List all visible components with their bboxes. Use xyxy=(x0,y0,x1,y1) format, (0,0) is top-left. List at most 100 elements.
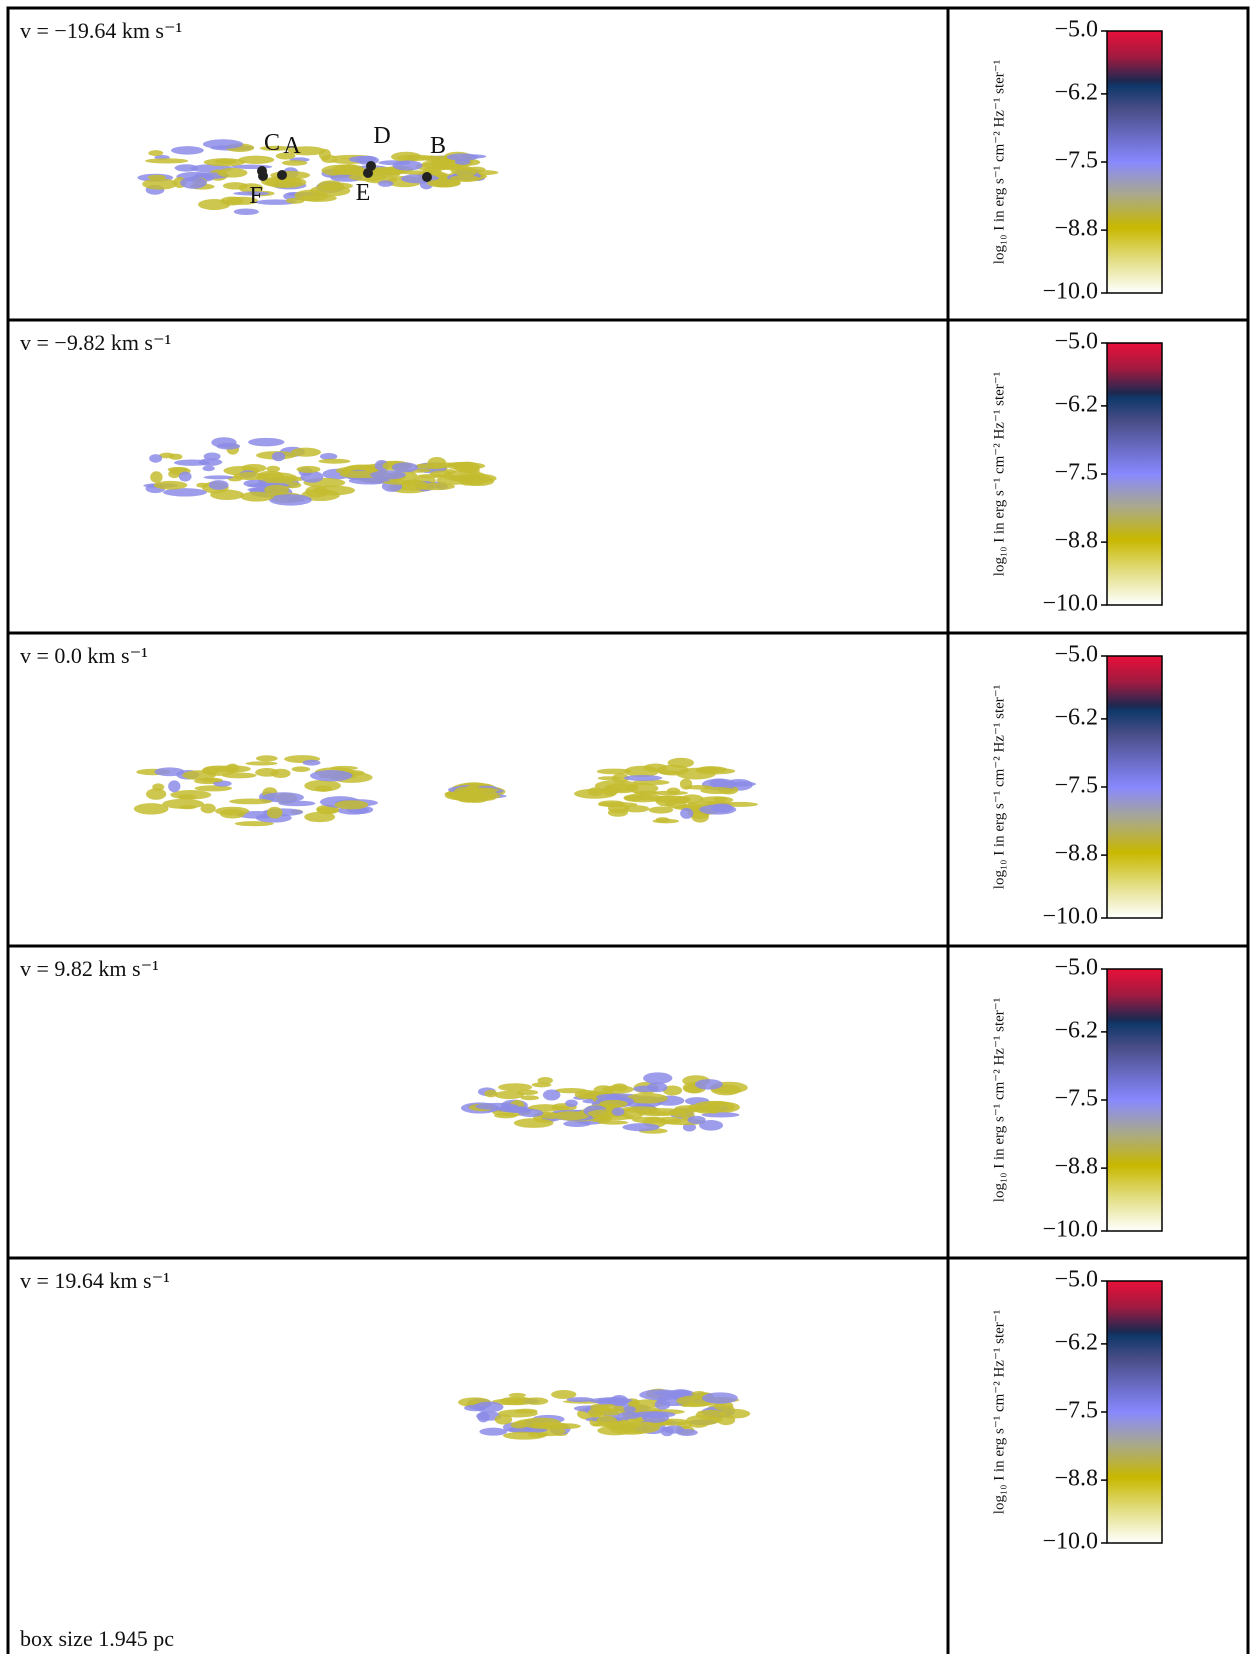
emission xyxy=(275,152,296,160)
emission xyxy=(208,480,229,490)
emission xyxy=(200,803,216,814)
emission xyxy=(596,768,632,775)
emission xyxy=(310,770,353,782)
emission xyxy=(300,470,324,483)
emission xyxy=(378,180,394,187)
colorbar-tick-label: −5.0 xyxy=(1054,1267,1098,1293)
colorbar-tick-label: −8.8 xyxy=(1054,216,1098,242)
colorbar-tick-label: −7.5 xyxy=(1054,148,1098,174)
emission xyxy=(133,803,169,815)
colorbar-tick-label: −10.0 xyxy=(1042,904,1098,930)
emission xyxy=(475,1102,519,1110)
emission xyxy=(259,145,291,151)
emission xyxy=(196,482,209,488)
panel-frame xyxy=(6,1256,950,1659)
emission xyxy=(529,1421,569,1430)
emission xyxy=(593,1408,624,1416)
emission xyxy=(348,477,390,485)
emission xyxy=(278,800,316,807)
emission xyxy=(203,452,221,461)
emission xyxy=(467,166,486,173)
emission xyxy=(348,155,377,163)
emission xyxy=(477,1411,490,1423)
emission xyxy=(537,1076,553,1084)
emission xyxy=(256,472,298,484)
panel-frame xyxy=(6,944,950,1260)
emission xyxy=(177,794,197,800)
emission xyxy=(632,1116,667,1124)
emission xyxy=(262,792,304,803)
panel-title: v = 0.0 km s⁻¹ xyxy=(20,643,148,668)
emission xyxy=(174,164,199,172)
marker-point xyxy=(258,171,268,181)
emission xyxy=(502,1431,546,1440)
emission xyxy=(243,479,267,488)
colorbar-tick-label: −10.0 xyxy=(1042,279,1098,305)
emission xyxy=(430,155,453,167)
emission xyxy=(255,755,278,762)
emission xyxy=(271,451,286,462)
colorbar xyxy=(1106,1280,1163,1544)
emission xyxy=(146,788,167,800)
emission xyxy=(270,768,291,779)
emission xyxy=(270,171,311,180)
emission xyxy=(201,777,223,783)
emission xyxy=(597,802,638,808)
emission xyxy=(599,1099,628,1108)
emission xyxy=(491,1398,527,1406)
colorbar-frame xyxy=(946,1256,1250,1659)
emission xyxy=(484,1089,498,1098)
emission xyxy=(637,793,652,801)
emission xyxy=(203,475,234,480)
panel-title: v = −19.64 km s⁻¹ xyxy=(20,18,182,43)
emission xyxy=(701,1112,740,1118)
emission xyxy=(621,1421,661,1434)
emission xyxy=(623,805,650,813)
emission xyxy=(686,1414,720,1426)
colorbar-label: log₁₀ I in erg s⁻¹ cm⁻² Hz⁻¹ ster⁻¹ xyxy=(991,372,1007,576)
emission xyxy=(287,146,326,156)
emission xyxy=(596,1115,611,1120)
emission xyxy=(390,151,422,162)
emission xyxy=(167,466,189,473)
emission xyxy=(633,1085,659,1093)
colorbar-tick-label: −8.8 xyxy=(1054,528,1098,554)
emission xyxy=(719,1408,751,1419)
emission xyxy=(705,1102,722,1114)
emission xyxy=(162,798,205,809)
emission xyxy=(473,1401,504,1413)
emission xyxy=(142,178,178,190)
emission xyxy=(229,798,273,805)
emission xyxy=(233,208,259,215)
emission xyxy=(222,182,248,190)
emission xyxy=(163,488,207,497)
emission xyxy=(269,494,312,506)
emission xyxy=(607,808,628,817)
emission xyxy=(171,146,204,155)
point-label: A xyxy=(283,133,301,159)
emission xyxy=(679,778,693,790)
emission xyxy=(318,458,351,464)
point-label: B xyxy=(430,133,446,159)
emission xyxy=(713,796,728,802)
emission xyxy=(643,763,668,772)
emission xyxy=(632,1411,676,1418)
colorbar-tick-label: −8.8 xyxy=(1054,1466,1098,1492)
emission xyxy=(566,1397,594,1403)
colorbar-tick-label: −6.2 xyxy=(1054,391,1098,417)
emission xyxy=(283,482,302,489)
emission xyxy=(626,1092,668,1104)
panel-title: v = 19.64 km s⁻¹ xyxy=(20,1268,170,1293)
emission xyxy=(710,803,734,813)
emission xyxy=(414,482,456,491)
emission xyxy=(330,765,358,771)
emission xyxy=(266,465,281,473)
emission xyxy=(611,1107,625,1116)
point-label: E xyxy=(356,180,371,206)
emission xyxy=(523,1397,549,1405)
emission xyxy=(168,780,181,793)
emission xyxy=(623,774,663,781)
emission xyxy=(210,489,244,501)
emission xyxy=(202,766,220,775)
point-label: F xyxy=(249,183,262,209)
